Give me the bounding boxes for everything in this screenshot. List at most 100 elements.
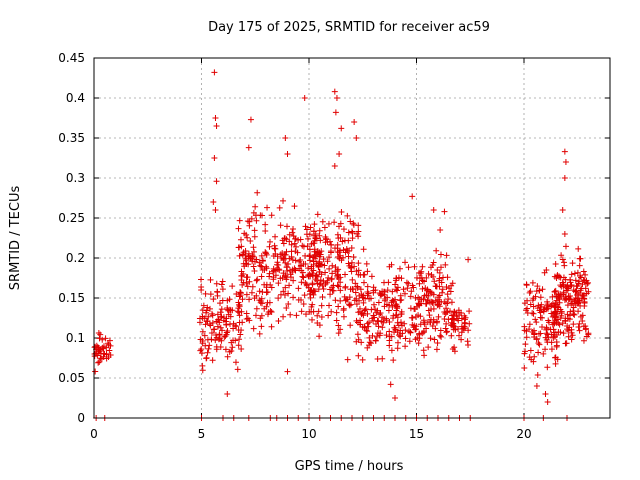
- data-point: [416, 335, 423, 342]
- data-point: [262, 221, 269, 228]
- data-point: [250, 248, 257, 255]
- data-point: [534, 371, 541, 378]
- data-point: [275, 295, 282, 302]
- data-point: [258, 273, 265, 280]
- data-point: [313, 260, 320, 267]
- data-point: [446, 285, 453, 292]
- data-point: [417, 313, 424, 320]
- data-point: [449, 280, 456, 287]
- data-point: [562, 340, 569, 347]
- data-point: [217, 343, 224, 350]
- data-point: [101, 351, 108, 358]
- data-point: [559, 207, 566, 213]
- data-point: [384, 287, 391, 294]
- x-tick-label: 15: [409, 427, 424, 441]
- data-point: [581, 298, 588, 305]
- data-point: [306, 246, 313, 253]
- data-point: [266, 270, 273, 277]
- data-point: [354, 230, 361, 237]
- data-point: [347, 264, 354, 271]
- data-point: [564, 283, 571, 290]
- data-point: [352, 280, 359, 287]
- data-point: [277, 251, 284, 258]
- data-point: [238, 327, 245, 334]
- data-point: [542, 346, 549, 353]
- data-point: [578, 295, 585, 302]
- data-point: [253, 305, 260, 312]
- data-point: [430, 259, 437, 266]
- data-point: [426, 312, 433, 319]
- data-point: [537, 330, 544, 337]
- data-point: [335, 283, 342, 290]
- data-point: [458, 336, 465, 343]
- data-point: [374, 356, 381, 363]
- data-point: [424, 287, 431, 294]
- data-point: [270, 274, 277, 281]
- data-point: [295, 285, 302, 292]
- data-point: [229, 283, 236, 290]
- data-point: [207, 276, 214, 283]
- data-point: [216, 300, 223, 307]
- data-point: [293, 312, 300, 319]
- data-point: [282, 284, 289, 291]
- data-point: [337, 220, 344, 227]
- x-tick-label: 20: [516, 427, 531, 441]
- data-point: [464, 338, 471, 345]
- data-point: [267, 307, 274, 314]
- data-point: [398, 311, 405, 318]
- data-point: [305, 265, 312, 272]
- data-point: [268, 212, 275, 219]
- data-point: [337, 234, 344, 241]
- data-point: [368, 306, 375, 313]
- data-point: [307, 294, 314, 301]
- data-point: [299, 273, 306, 280]
- data-point: [268, 284, 275, 291]
- data-point: [439, 286, 446, 293]
- data-point: [373, 333, 380, 340]
- data-point: [283, 276, 290, 283]
- data-point: [438, 299, 445, 306]
- data-point: [458, 329, 465, 336]
- data-point: [418, 268, 425, 275]
- data-point: [401, 290, 408, 297]
- y-tick-label: 0.45: [58, 51, 85, 65]
- data-point: [577, 273, 584, 280]
- data-point: [429, 299, 436, 306]
- data-point: [523, 334, 530, 341]
- data-point: [325, 220, 332, 227]
- data-point: [437, 251, 444, 258]
- data-point: [453, 313, 460, 320]
- data-point: [561, 175, 568, 181]
- data-point: [318, 302, 325, 309]
- data-point: [394, 287, 401, 294]
- data-point: [551, 273, 558, 280]
- data-point: [354, 284, 361, 291]
- data-point: [436, 303, 443, 310]
- data-point: [240, 249, 247, 256]
- data-point: [397, 292, 404, 299]
- data-point: [532, 316, 539, 323]
- data-point: [322, 281, 329, 288]
- data-point: [337, 297, 344, 304]
- data-point: [538, 301, 545, 308]
- data-point: [539, 286, 546, 293]
- data-point: [291, 203, 298, 210]
- data-point: [338, 257, 345, 264]
- data-point: [571, 311, 578, 318]
- data-point: [335, 271, 342, 278]
- data-point: [258, 252, 265, 259]
- data-point: [279, 237, 286, 244]
- data-point: [342, 271, 349, 278]
- data-point: [338, 208, 345, 215]
- data-point: [280, 270, 287, 277]
- data-point: [347, 322, 354, 329]
- y-tick-label: 0.05: [58, 371, 85, 385]
- data-point: [303, 282, 310, 289]
- data-point: [359, 356, 366, 363]
- data-point: [388, 299, 395, 306]
- data-point: [448, 312, 455, 319]
- data-point: [575, 291, 582, 298]
- data-point: [267, 281, 274, 288]
- data-point: [253, 277, 260, 284]
- data-point: [328, 241, 335, 248]
